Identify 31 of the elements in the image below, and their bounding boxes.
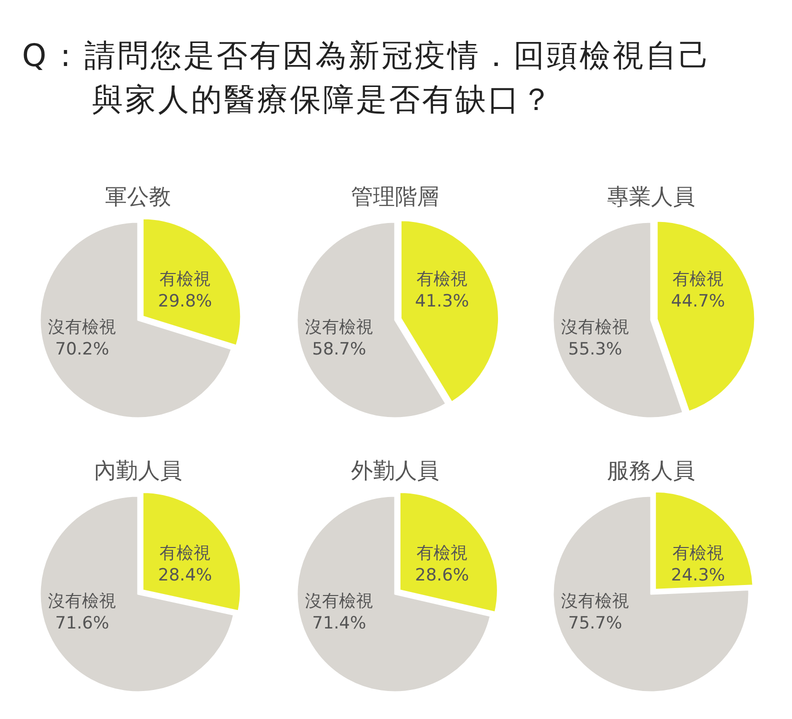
- slice-label: 有檢視: [672, 544, 724, 564]
- text: Q : 請問您是否有因為新冠疫情．回頭檢視自己與家人的醫療保障是否有缺口？: [22, 37, 713, 120]
- slice-label: 沒有檢視: [561, 318, 630, 338]
- slice-label: 沒有檢視: [304, 592, 373, 612]
- chart-title: 外勤人員: [350, 459, 438, 484]
- data-label: 58.7%: [312, 340, 366, 360]
- slice-label: 有檢視: [416, 544, 468, 564]
- chart-title: 內勤人員: [94, 459, 182, 484]
- slice-label: 有檢視: [672, 270, 724, 290]
- data-label: 44.7%: [671, 292, 726, 312]
- data-label: 70.2%: [55, 340, 110, 360]
- data-label: 29.8%: [158, 292, 212, 312]
- slice-label: 有檢視: [160, 270, 211, 290]
- data-label: 71.6%: [55, 614, 110, 634]
- data-label: 71.4%: [312, 614, 366, 634]
- slice-label: 沒有檢視: [304, 318, 373, 338]
- slice-label: 沒有檢視: [48, 592, 116, 612]
- data-label: 28.4%: [158, 566, 212, 586]
- data-label: 75.7%: [568, 614, 622, 634]
- chart-title: 管理階層: [350, 185, 438, 210]
- chart-title: 軍公教: [105, 185, 171, 210]
- data-label: 24.3%: [671, 566, 726, 586]
- data-label: 55.3%: [568, 340, 622, 360]
- chart-title: 專業人員: [607, 185, 695, 210]
- slice-label: 沒有檢視: [561, 592, 630, 612]
- slice-label: 沒有檢視: [48, 318, 116, 338]
- data-label: 41.3%: [414, 292, 469, 312]
- slice-label: 有檢視: [416, 270, 468, 290]
- data-label: 28.6%: [414, 566, 469, 586]
- slice-label: 有檢視: [160, 544, 211, 564]
- chart-title: 服務人員: [607, 459, 695, 484]
